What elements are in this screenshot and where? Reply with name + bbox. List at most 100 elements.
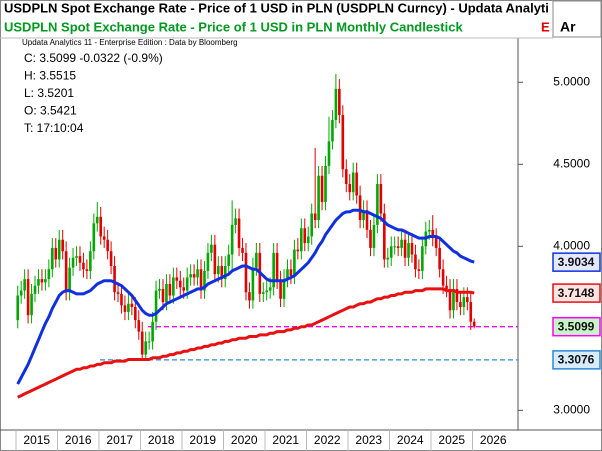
- candle-body: [372, 224, 376, 248]
- candle-body: [206, 252, 210, 271]
- candle-body: [251, 267, 255, 301]
- candle-body: [210, 244, 213, 253]
- candle-body: [196, 269, 199, 278]
- candle-body: [472, 321, 476, 327]
- candle-body: [427, 229, 431, 232]
- candle-body: [40, 279, 44, 283]
- candle-body: [469, 302, 473, 322]
- candle-body: [455, 288, 459, 303]
- corner-text: Ar: [560, 19, 576, 35]
- x-tick-label: 2023: [355, 433, 382, 447]
- candle-body: [61, 239, 64, 252]
- value-tag: [552, 350, 601, 370]
- candle-body: [365, 210, 369, 230]
- candle-body: [51, 247, 54, 270]
- y-tick-label: 5.0000: [553, 74, 590, 88]
- title-suffix: E: [541, 19, 550, 34]
- x-tick-label: 2025: [438, 433, 465, 447]
- candle-body: [275, 252, 279, 281]
- x-tick-label: 2017: [106, 433, 133, 447]
- candle-body: [348, 183, 352, 193]
- value-tag-label: 3.5099: [558, 319, 595, 333]
- candle-body: [379, 183, 383, 214]
- candle-body: [89, 251, 92, 271]
- candle-body: [151, 321, 154, 342]
- candle-body: [213, 244, 217, 275]
- candle-body: [99, 216, 103, 237]
- candle-body: [82, 262, 85, 270]
- candle-body: [140, 331, 144, 355]
- candle-body: [400, 239, 403, 248]
- candle-body: [182, 287, 186, 291]
- value-tag-label: 3.7148: [558, 286, 595, 300]
- y-tick-label: 4.5000: [553, 156, 590, 170]
- candle-body: [120, 293, 123, 306]
- candle-body: [376, 183, 379, 225]
- candle-body: [109, 251, 113, 266]
- candle-body: [241, 247, 244, 253]
- x-tick-label: 2018: [148, 433, 175, 447]
- info-line: O: 3.5421: [24, 104, 77, 118]
- candle-body: [358, 195, 362, 221]
- candle-body: [459, 302, 462, 307]
- candle-body: [255, 252, 258, 268]
- candle-body: [303, 228, 307, 244]
- moving-average: [17, 287, 475, 399]
- candle-body: [165, 284, 168, 303]
- x-tick-label: 2021: [272, 433, 299, 447]
- candle-body: [438, 247, 441, 270]
- value-tag: [552, 283, 601, 303]
- candle-body: [313, 213, 317, 221]
- candle-body: [462, 297, 466, 307]
- candle-body: [244, 252, 248, 293]
- candle-body: [175, 277, 179, 281]
- candle-body: [220, 265, 224, 280]
- candle-body: [338, 88, 341, 116]
- candle-body: [33, 285, 37, 294]
- candle-body: [362, 210, 365, 221]
- candle-body: [272, 252, 275, 288]
- candle-body: [355, 172, 358, 196]
- candle-body: [234, 218, 237, 225]
- candle-body: [154, 290, 158, 322]
- candle-body: [37, 279, 40, 286]
- candle-body: [78, 256, 82, 263]
- candle-body: [265, 290, 269, 293]
- candle-body: [71, 257, 75, 268]
- candle-body: [268, 287, 272, 291]
- candle-body: [144, 341, 147, 355]
- candle-body: [113, 265, 116, 293]
- candle-body: [102, 236, 106, 240]
- candle-body: [317, 175, 320, 221]
- source-note: Updata Analytics 11 - Enterprise Edition…: [22, 38, 238, 47]
- candle-body: [389, 246, 393, 258]
- candle-body: [393, 246, 396, 248]
- x-tick-label: 2024: [397, 433, 424, 447]
- candle-body: [64, 251, 68, 293]
- x-tick-label: 2022: [314, 433, 341, 447]
- candle-body: [44, 279, 47, 283]
- candle-body: [306, 236, 310, 244]
- info-line: C: 3.5099 -0.0322 (-0.9%): [24, 51, 163, 65]
- value-tag: [552, 252, 601, 272]
- candle-body: [324, 165, 327, 203]
- info-line: H: 3.5515: [24, 69, 76, 83]
- candle-body: [19, 290, 23, 296]
- candle-body: [106, 239, 109, 252]
- candle-body: [331, 120, 334, 142]
- candle-body: [261, 292, 265, 294]
- candle-body: [434, 238, 438, 248]
- candle-body: [137, 320, 141, 332]
- candle-body: [344, 169, 348, 184]
- candle-body: [403, 239, 407, 258]
- candle-body: [147, 341, 151, 343]
- candle-body: [310, 213, 313, 237]
- candle-body: [289, 269, 293, 276]
- value-tag: [552, 316, 601, 337]
- candle-body: [127, 303, 130, 312]
- candle-body: [320, 175, 324, 203]
- candle-body: [327, 141, 331, 166]
- candle-body: [282, 279, 286, 299]
- info-line: L: 3.5201: [24, 86, 74, 100]
- candle-body: [445, 285, 448, 289]
